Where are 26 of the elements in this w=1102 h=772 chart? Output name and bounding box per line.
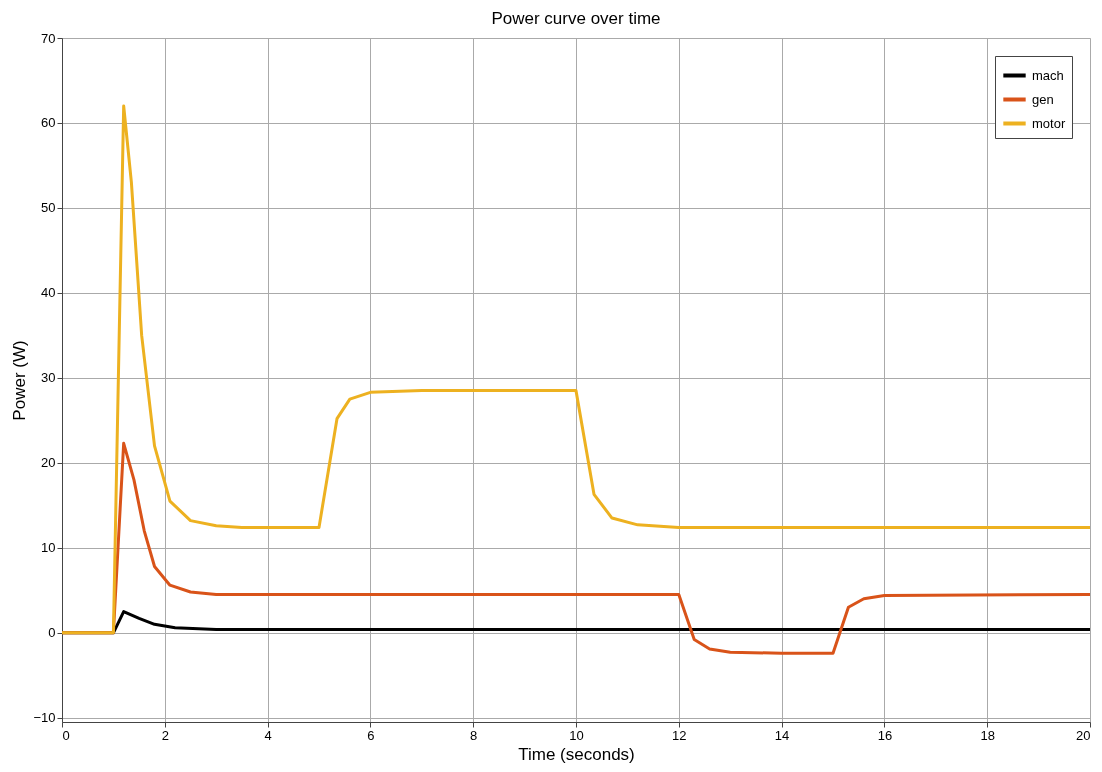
legend-label: mach (1032, 67, 1064, 83)
y-tick-label: 50 (41, 200, 56, 216)
y-tick-label: 10 (41, 540, 56, 556)
y-tick-label: 40 (41, 285, 56, 301)
x-tick-label: 6 (367, 727, 375, 743)
legend-label: gen (1032, 91, 1054, 107)
x-tick-label: 18 (980, 727, 995, 743)
x-tick-label: 16 (877, 727, 893, 743)
y-tick-label: 30 (41, 370, 56, 386)
x-tick-label: 4 (264, 727, 272, 743)
x-tick-label: 12 (672, 727, 687, 743)
y-tick-label: 60 (41, 115, 56, 131)
x-tick-label: 2 (161, 727, 169, 743)
x-axis-title: Time (seconds) (518, 744, 635, 764)
x-tick-label: 10 (569, 727, 584, 743)
y-axis-title: Power (W) (10, 340, 30, 421)
y-tick-label: 0 (48, 625, 56, 641)
x-tick-label: 0 (62, 727, 70, 743)
y-tick-label: −10 (33, 710, 56, 726)
legend-label: motor (1032, 115, 1066, 131)
y-tick-label: 20 (41, 455, 56, 471)
x-tick-label: 8 (470, 727, 478, 743)
x-tick-label: 14 (774, 727, 790, 743)
y-tick-label: 70 (41, 30, 56, 46)
chart-title: Power curve over time (491, 9, 661, 28)
x-tick-label: 20 (1076, 727, 1091, 743)
